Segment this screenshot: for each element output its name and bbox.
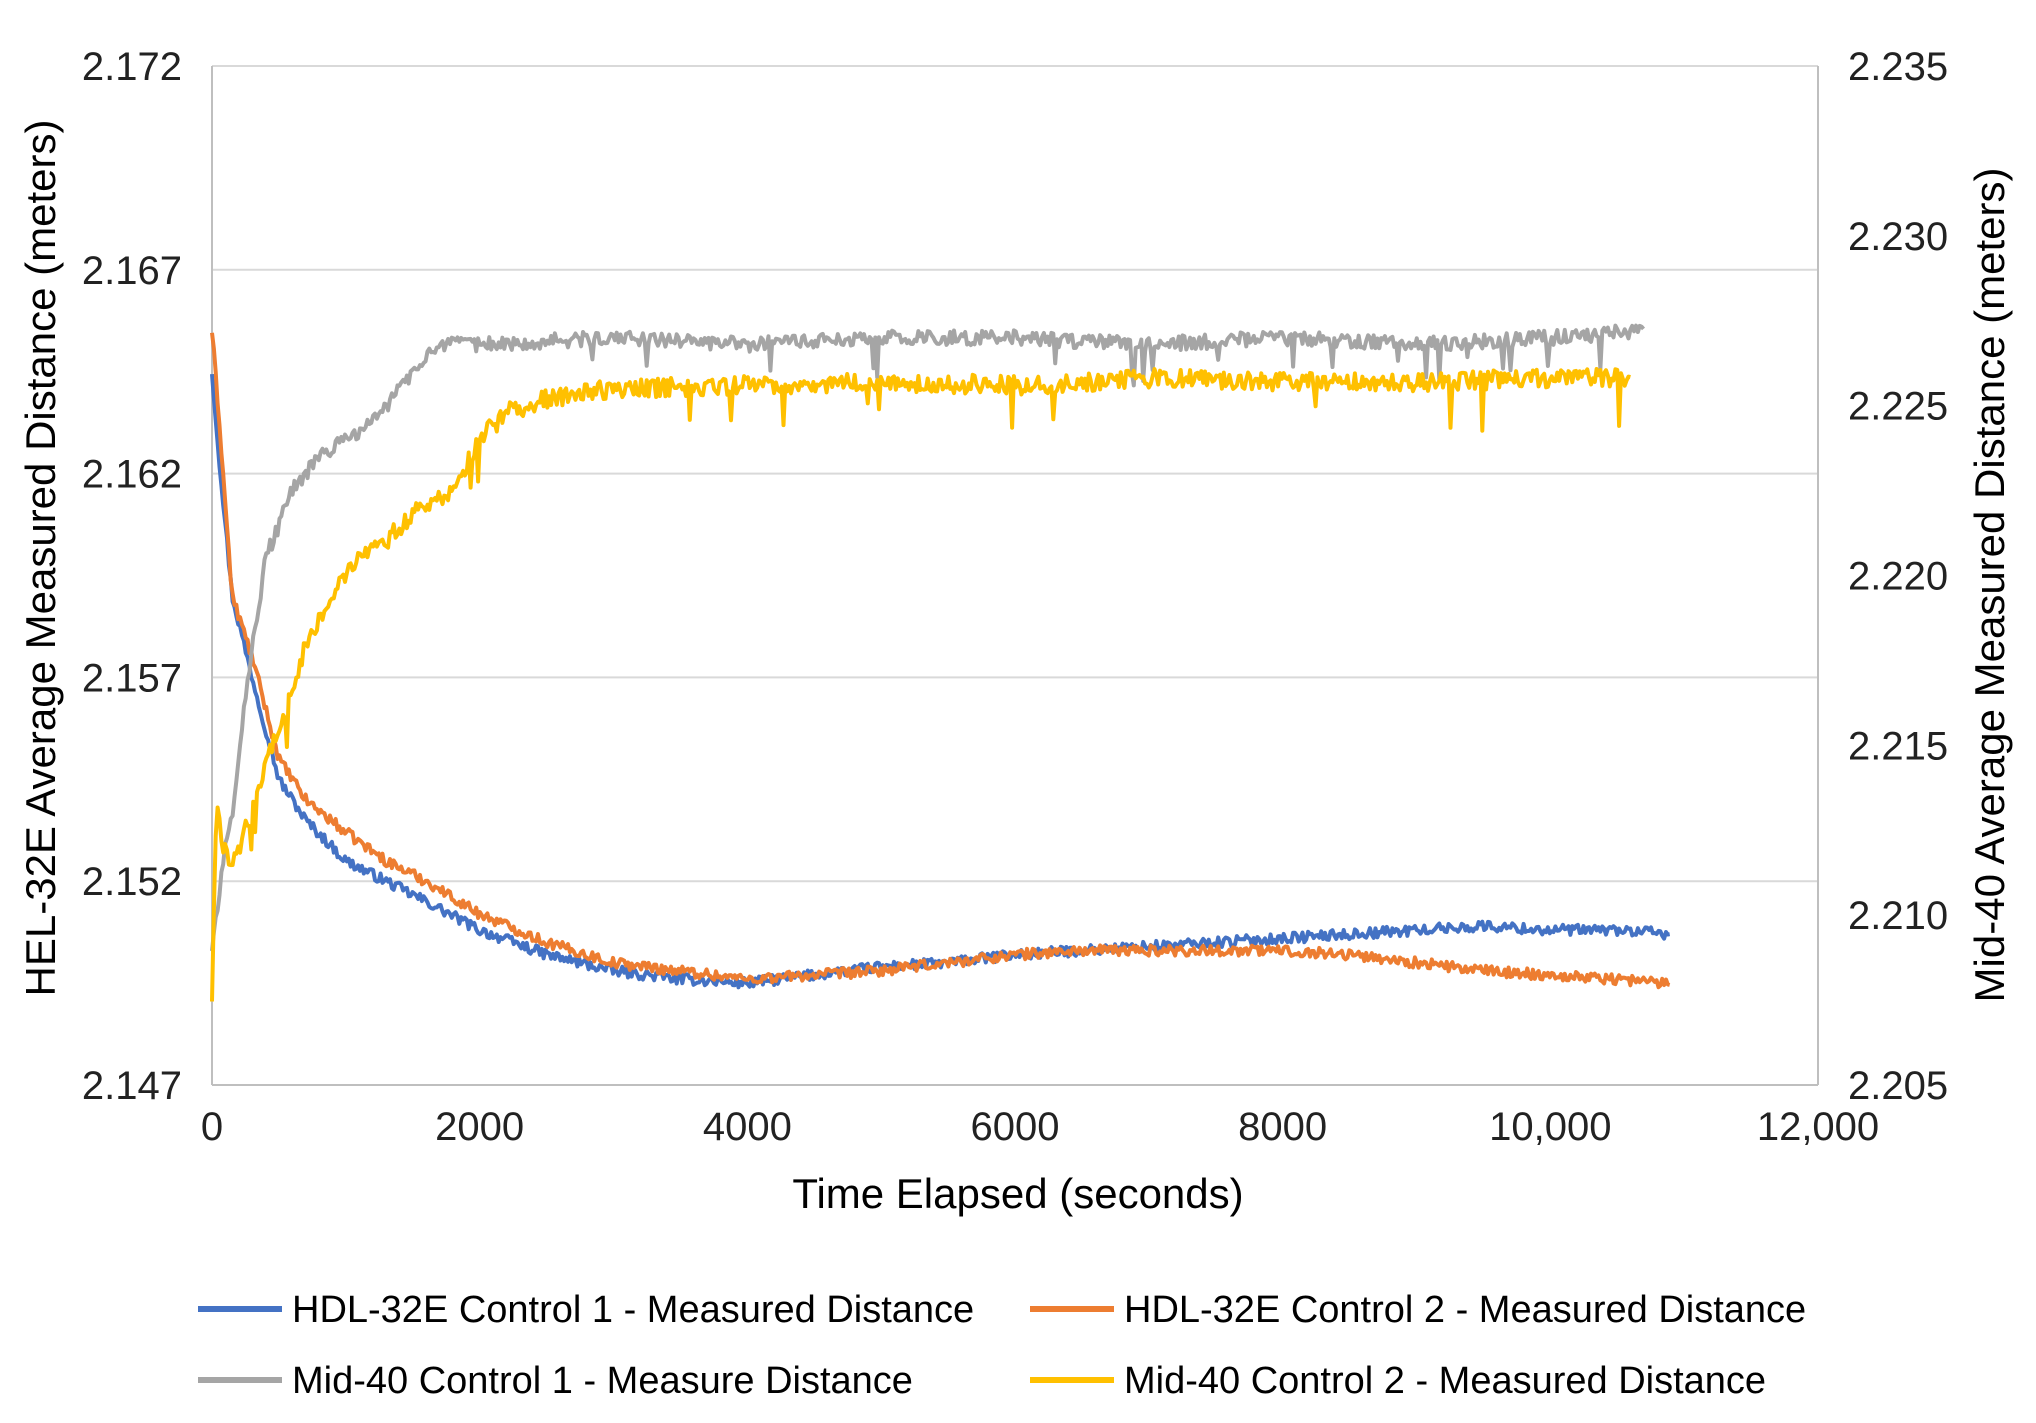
series-lines [210,323,1671,1002]
y-left-tick-label: 2.157 [82,656,182,700]
x-axis-title: Time Elapsed (seconds) [792,1170,1243,1217]
y-left-tick-label: 2.152 [82,860,182,904]
x-tick-label: 4000 [703,1105,792,1149]
y-left-tick-label: 2.162 [82,453,182,497]
legend: HDL-32E Control 1 - Measured Distance HD… [198,1289,1806,1402]
legend-label-mid40-control-2: Mid-40 Control 2 - Measured Distance [1124,1360,1766,1402]
y-left-tick-label: 2.147 [82,1064,182,1108]
series-line-3 [210,367,1631,1002]
x-tick-label: 2000 [435,1105,524,1149]
y-right-tick-label: 2.230 [1848,215,1948,259]
y-right-tick-label: 2.210 [1848,894,1948,938]
x-tick-label: 8000 [1238,1105,1327,1149]
y-right-tick-label: 2.205 [1848,1064,1948,1108]
tick-labels: 2.147 2.152 2.157 2.162 2.167 2.172 2.205 2.210… [82,45,1948,1149]
legend-label-hdl-control-1: HDL-32E Control 1 - Measured Distance [292,1289,974,1331]
y-left-tick-label: 2.167 [82,249,182,293]
y-left-tick-label: 2.172 [82,45,182,89]
legend-label-mid40-control-1: Mid-40 Control 1 - Measure Distance [292,1360,913,1402]
y-right-tick-label: 2.225 [1848,385,1948,429]
y-right-tick-label: 2.215 [1848,724,1948,768]
x-tick-label: 0 [201,1105,223,1149]
series-line-1 [210,332,1671,990]
series-line-2 [210,323,1646,952]
x-tick-label: 6000 [971,1105,1060,1149]
x-tick-label: 10,000 [1489,1105,1611,1149]
y-right-tick-label: 2.235 [1848,45,1948,89]
y-right-axis-title: Mid-40 Average Measured Distance (meters… [1966,168,2013,1003]
x-tick-label: 12,000 [1757,1105,1879,1149]
legend-label-hdl-control-2: HDL-32E Control 2 - Measured Distance [1124,1289,1806,1331]
y-left-axis-title: HEL-32E Average Measured Distance (meter… [17,120,64,997]
y-right-tick-label: 2.220 [1848,555,1948,599]
series-line-0 [210,373,1671,990]
